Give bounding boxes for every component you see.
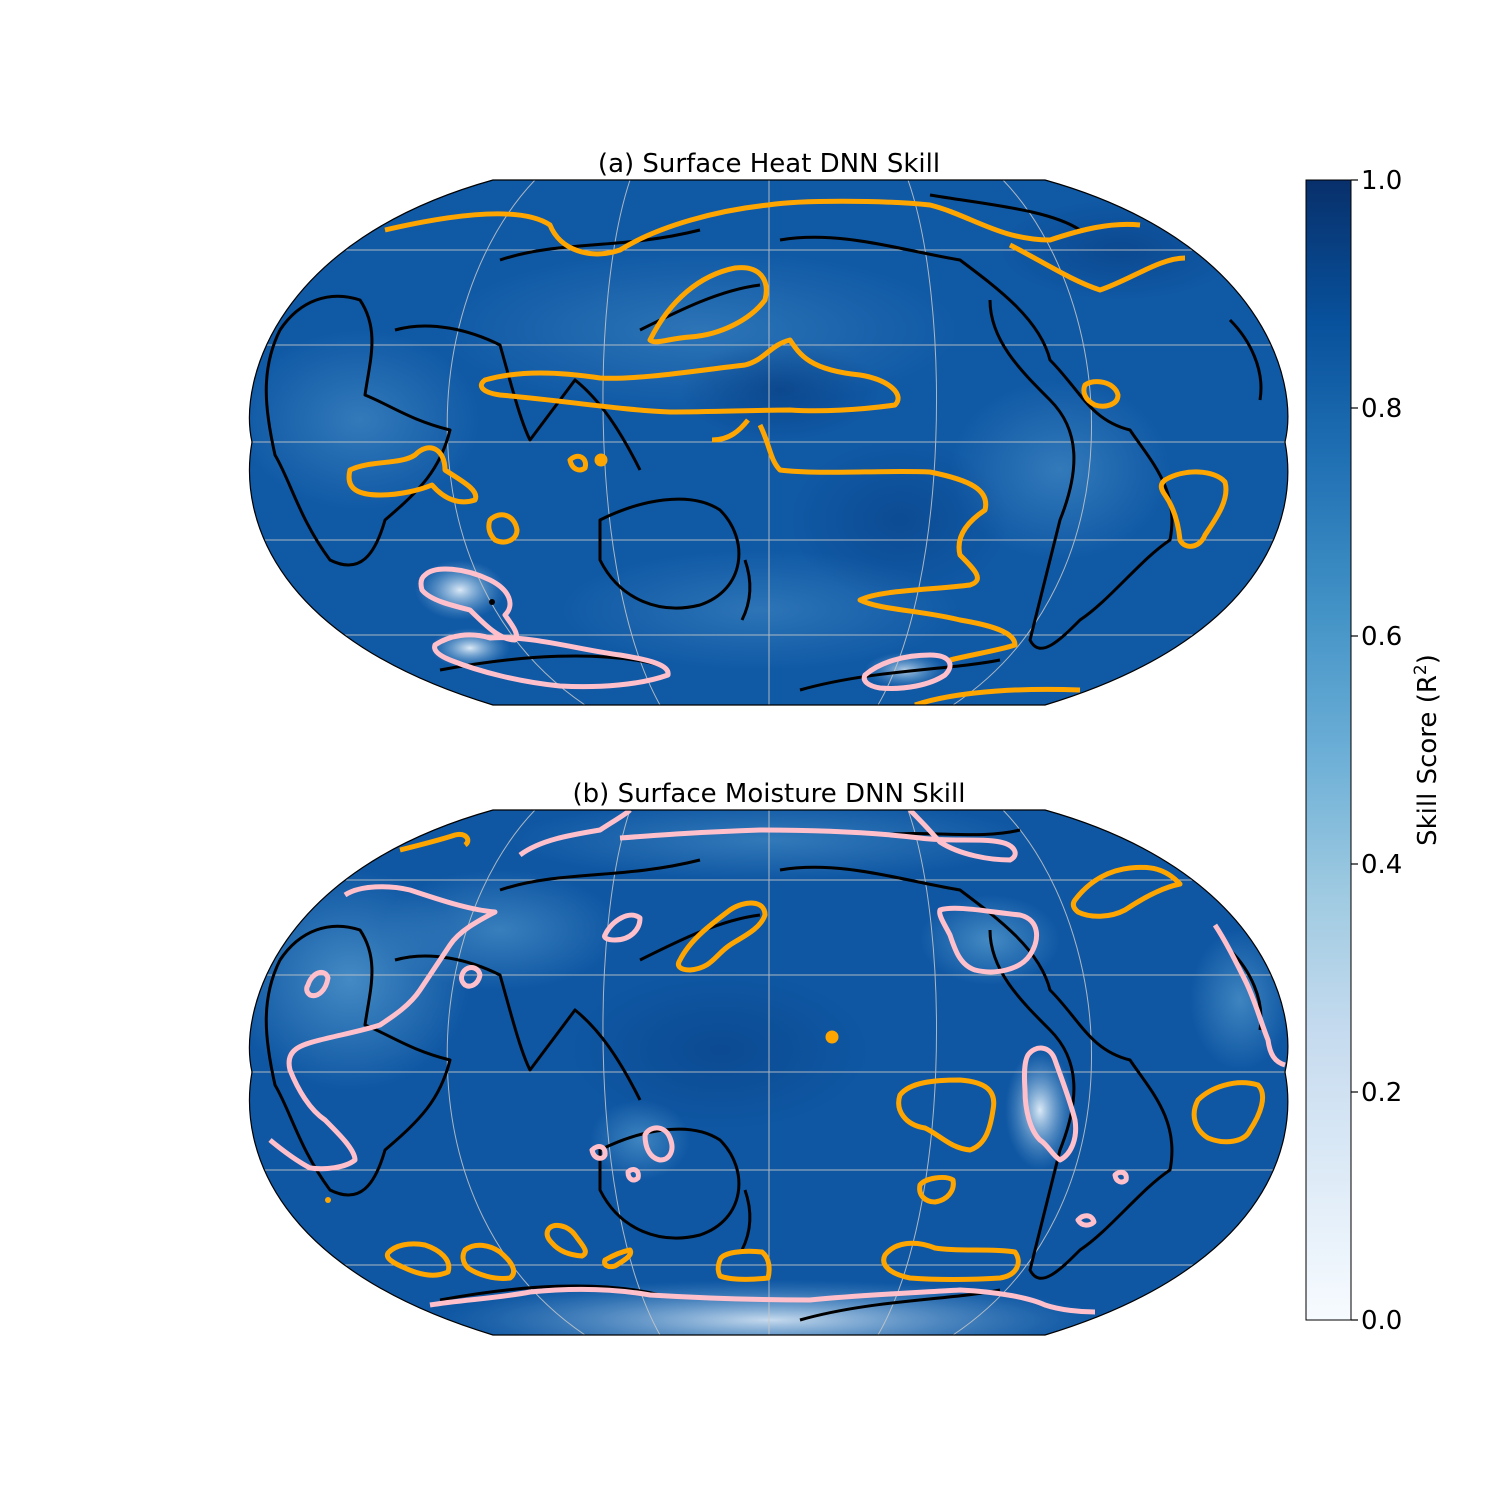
colorbar-tick-label: 0.8: [1361, 394, 1402, 424]
panel-b-high-skill-contours: [384, 831, 1265, 1282]
colorbar-tick-label: 0.2: [1361, 1078, 1402, 1108]
colorbar-tick-label: 0.6: [1361, 622, 1402, 652]
panel-surface-heat: (a) Surface Heat DNN Skill: [248, 149, 1289, 706]
panel-b-title: (b) Surface Moisture DNN Skill: [573, 779, 966, 809]
panel-a-high-skill-contours: [346, 198, 1229, 705]
colorbar-tick-label: 1.0: [1361, 166, 1402, 196]
panel-a-low-skill-contours: [418, 566, 953, 691]
panel-surface-moisture: (b) Surface Moisture DNN Skill: [248, 779, 1289, 1336]
panel-a-title: (a) Surface Heat DNN Skill: [598, 149, 940, 179]
panel-a-map-border: [248, 179, 1289, 706]
colorbar-tick-label: 0.4: [1361, 850, 1402, 880]
panel-b-map: [249, 810, 1288, 1335]
colorbar-tick-label: 0.0: [1361, 1306, 1402, 1336]
colorbar-ticks: 0.0 0.2 0.4 0.6 0.8 1.0: [1351, 166, 1402, 1336]
panel-b-gridlines: [249, 810, 1288, 1335]
colorbar-label: Skill Score (R2): [1411, 654, 1443, 846]
panel-a-map: [249, 180, 1288, 705]
panel-b-map-border: [248, 809, 1289, 1336]
colorbar: 0.0 0.2 0.4 0.6 0.8 1.0 Skill Score (R2): [1305, 166, 1443, 1336]
colorbar-gradient: [1305, 179, 1352, 1321]
panel-b-low-skill-contours: [268, 810, 1286, 1315]
